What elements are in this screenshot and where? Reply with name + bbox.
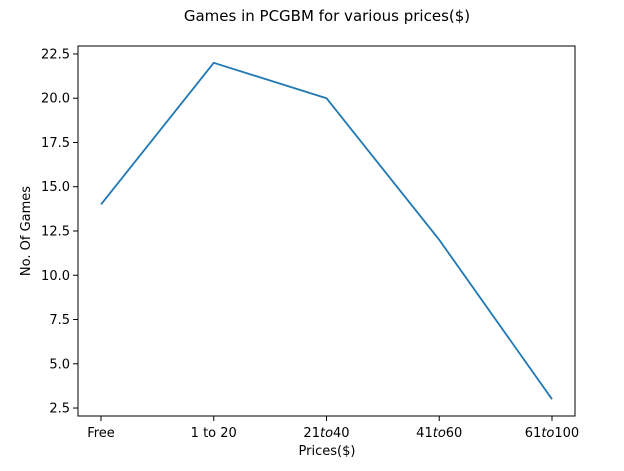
x-tick-label-part: to (541, 426, 554, 441)
y-tick-label: 10.0 (41, 269, 70, 284)
x-tick-label: 61to100 (525, 426, 579, 441)
x-tick-label-part: 61 (525, 426, 542, 441)
series-line (100, 61, 553, 400)
plot-area: 2.5 5.0 7.5 10.0 12.5 15.0 17.5 20.0 22.5 Free 1 … (41, 45, 579, 441)
x-tick-label-part: 41 (416, 426, 433, 441)
y-tick-label: 22.5 (41, 47, 70, 62)
y-tick-label: 15.0 (41, 180, 70, 195)
x-tick-label-part: 60 (446, 426, 463, 441)
x-tick-label: 41to60 (416, 426, 462, 441)
y-tick-label: 17.5 (41, 136, 70, 151)
series-layer (100, 61, 553, 400)
x-tick-label-part: Free (87, 426, 115, 441)
x-tick-label-part: 1 to 20 (191, 426, 237, 441)
y-tick-label: 5.0 (49, 357, 70, 372)
x-axis-label: Prices($) (299, 444, 356, 459)
x-axis-ticks: Free 1 to 20 21to40 41to60 61to100 (87, 416, 579, 441)
x-tick-label-part: to (433, 426, 446, 441)
x-tick-label: Free (87, 426, 115, 441)
y-axis-label: No. Of Games (19, 186, 34, 276)
x-tick-label: 21to40 (303, 426, 349, 441)
x-tick-label-part: 21 (303, 426, 320, 441)
x-tick-label-part: 100 (554, 426, 579, 441)
y-tick-label: 12.5 (41, 225, 70, 240)
y-tick-label: 2.5 (49, 402, 70, 417)
chart-title: Games in PCGBM for various prices($) (184, 7, 470, 25)
x-tick-label-part: to (320, 426, 333, 441)
x-tick-label: 1 to 20 (191, 426, 237, 441)
y-tick-label: 20.0 (41, 92, 70, 107)
x-tick-label-part: 40 (333, 426, 350, 441)
y-axis-ticks: 2.5 5.0 7.5 10.0 12.5 15.0 17.5 20.0 22.5 (41, 47, 78, 417)
y-tick-label: 7.5 (49, 313, 70, 328)
